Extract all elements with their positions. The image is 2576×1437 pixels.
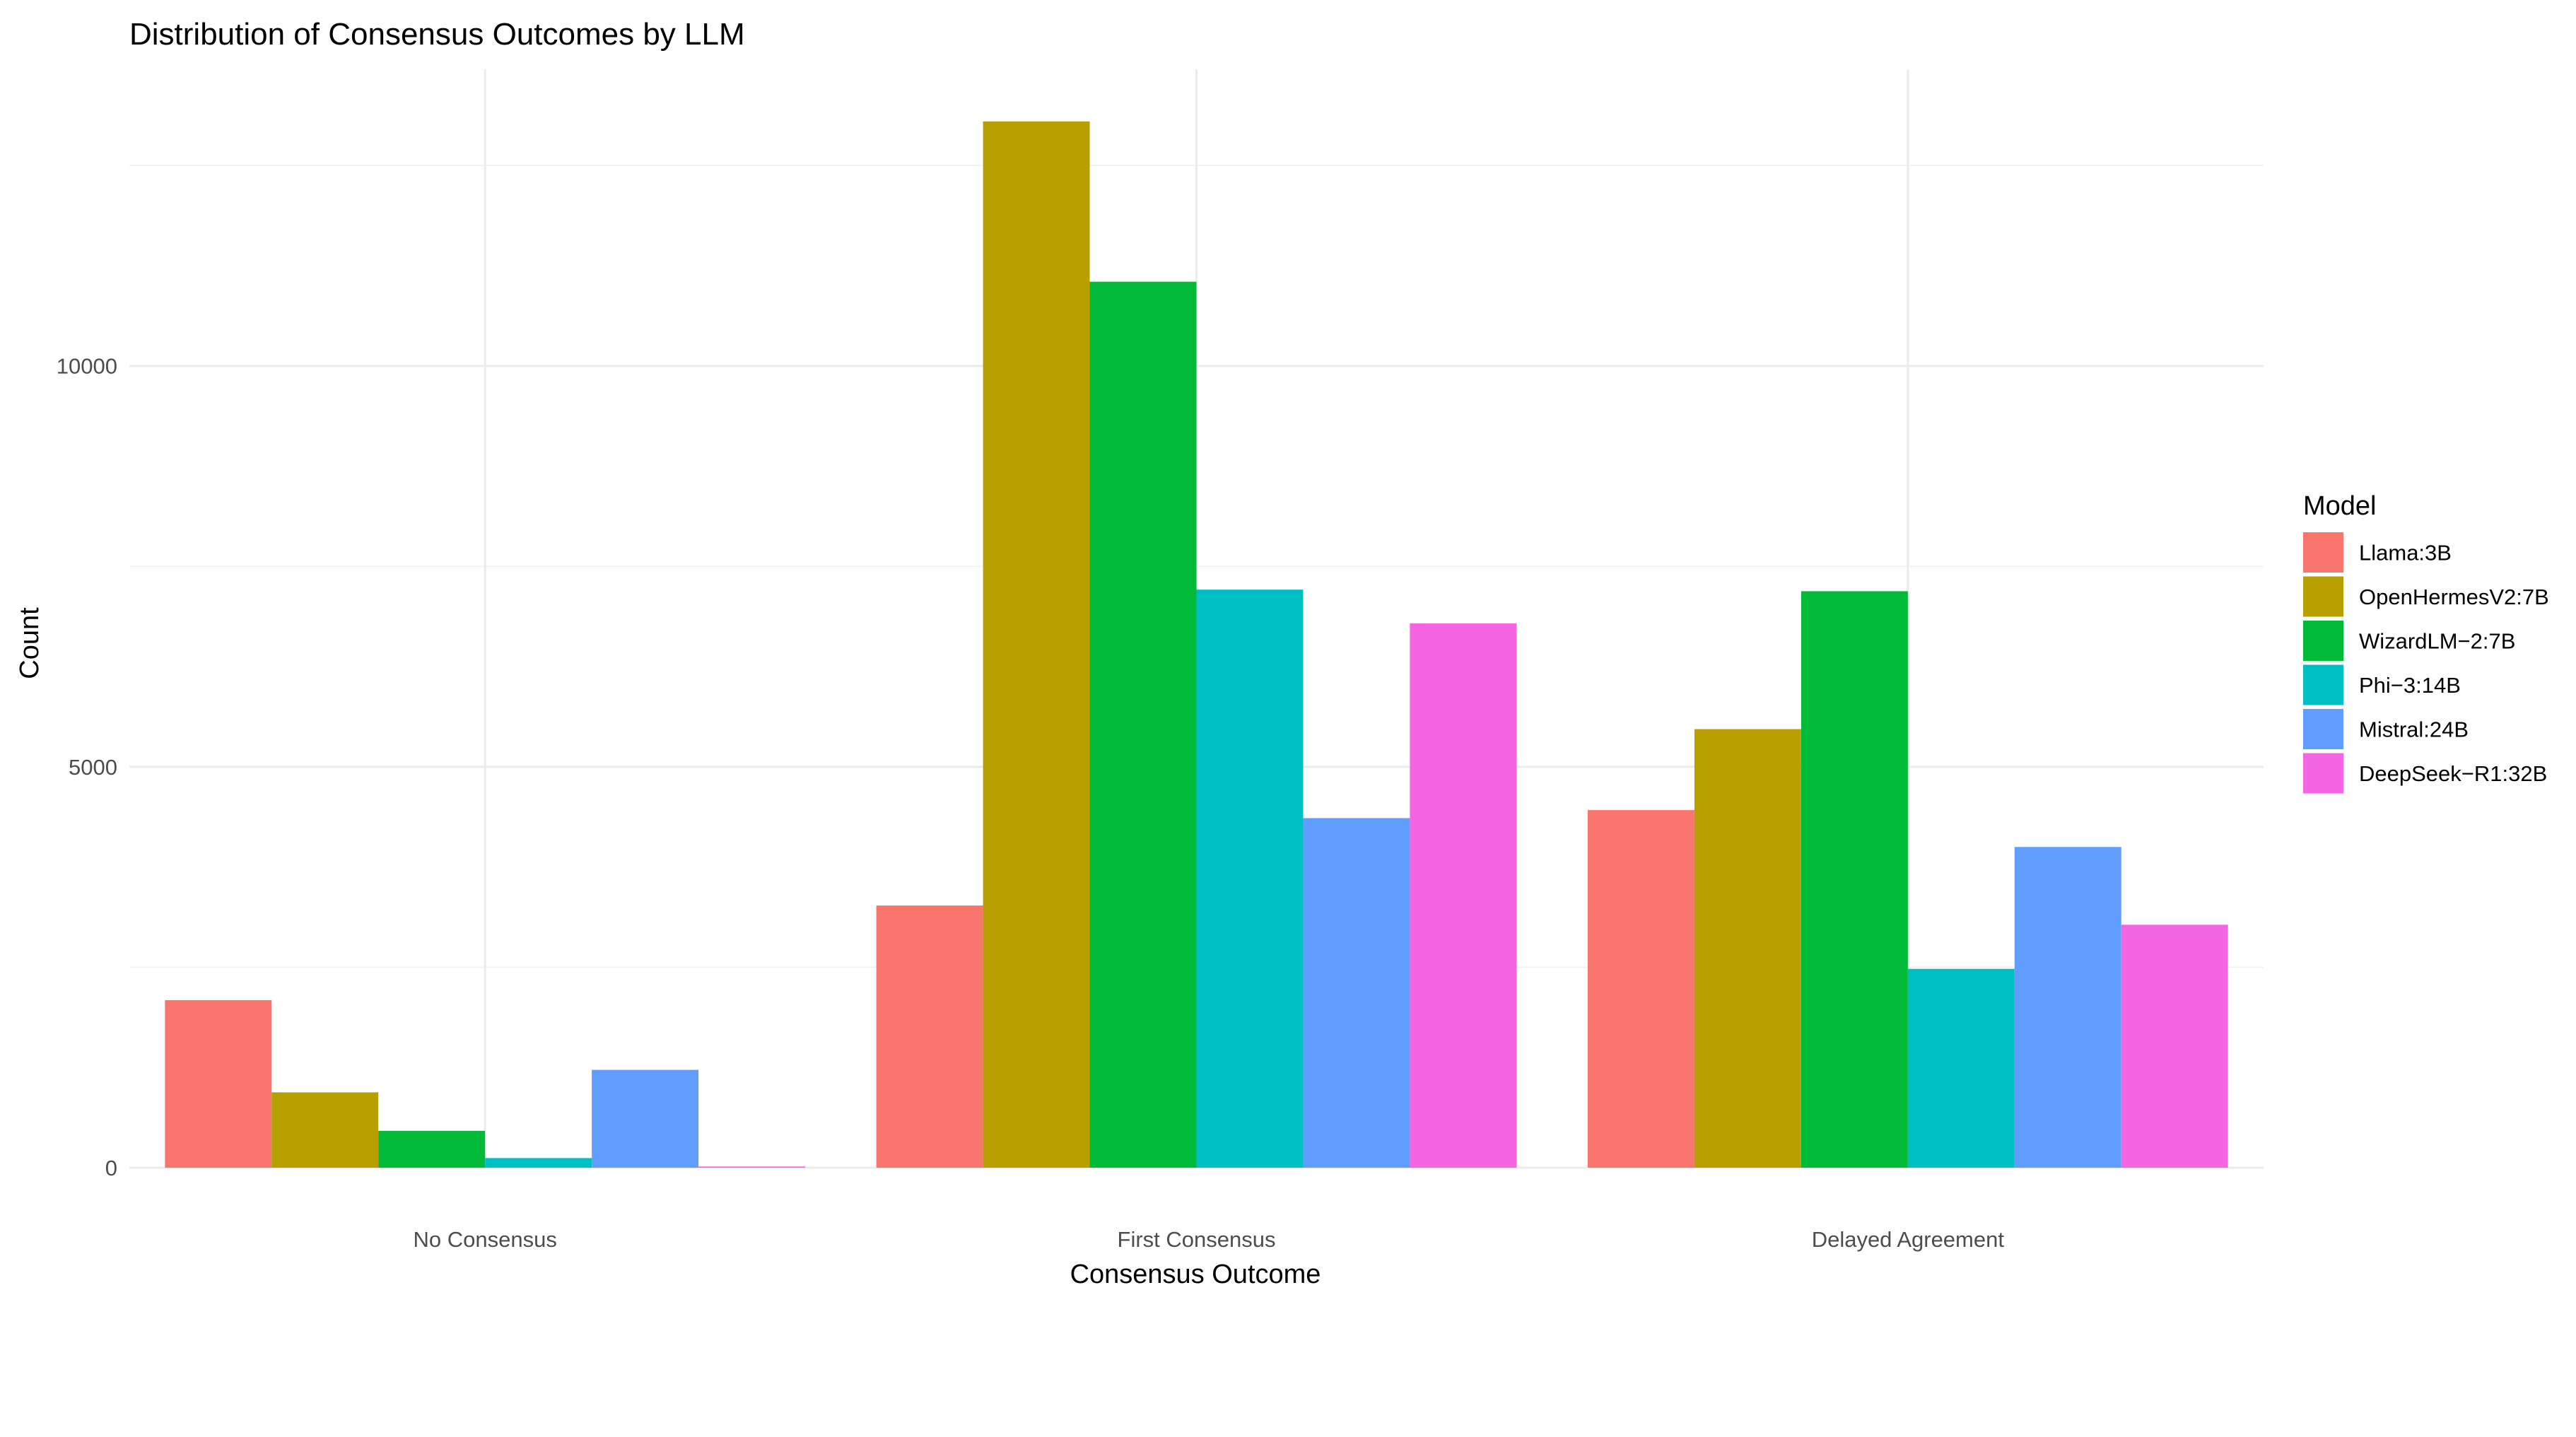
bar bbox=[1410, 623, 1517, 1168]
y-tick-label: 10000 bbox=[57, 354, 117, 379]
x-tick-label: Delayed Agreement bbox=[1812, 1227, 2005, 1252]
bar bbox=[378, 1130, 486, 1168]
legend-swatch bbox=[2303, 621, 2343, 661]
bar bbox=[1587, 810, 1694, 1168]
legend-swatch bbox=[2303, 532, 2343, 573]
legend-item: OpenHermesV2:7B bbox=[2303, 576, 2549, 617]
x-axis-ticks: No Consensus First Consensus Delayed Agree… bbox=[413, 1227, 2004, 1252]
bar bbox=[698, 1166, 806, 1168]
x-axis-title: Consensus Outcome bbox=[1070, 1260, 1321, 1289]
legend-items: Llama:3B OpenHermesV2:7B WizardLM−2:7B Phi−… bbox=[2303, 532, 2549, 794]
x-tick-label: No Consensus bbox=[413, 1227, 556, 1252]
bar bbox=[2014, 847, 2121, 1168]
y-tick-label: 5000 bbox=[69, 755, 117, 780]
y-axis-ticks: 0 5000 10000 bbox=[57, 354, 117, 1180]
legend-item: Llama:3B bbox=[2303, 532, 2452, 573]
legend-item: Phi−3:14B bbox=[2303, 664, 2461, 705]
legend-title: Model bbox=[2303, 491, 2377, 521]
bar bbox=[1907, 968, 2015, 1168]
bar bbox=[485, 1158, 592, 1168]
bar bbox=[1089, 281, 1197, 1168]
bar bbox=[1801, 591, 1908, 1168]
legend-swatch bbox=[2303, 664, 2343, 705]
bar bbox=[1694, 729, 1801, 1168]
bar bbox=[876, 905, 983, 1168]
chart-title: Distribution of Consensus Outcomes by LL… bbox=[129, 17, 745, 52]
bar bbox=[165, 999, 272, 1168]
legend-label: OpenHermesV2:7B bbox=[2359, 585, 2549, 609]
bar bbox=[1303, 818, 1410, 1168]
bar bbox=[271, 1092, 379, 1168]
legend-item: WizardLM−2:7B bbox=[2303, 621, 2515, 661]
legend-label: Mistral:24B bbox=[2359, 717, 2469, 742]
y-tick-label: 0 bbox=[105, 1156, 117, 1180]
legend-label: WizardLM−2:7B bbox=[2359, 629, 2515, 654]
legend-label: DeepSeek−R1:32B bbox=[2359, 761, 2547, 786]
bar bbox=[2121, 925, 2228, 1168]
legend-label: Phi−3:14B bbox=[2359, 673, 2461, 698]
legend-item: Mistral:24B bbox=[2303, 709, 2469, 749]
y-axis-title: Count bbox=[15, 607, 45, 679]
legend-label: Llama:3B bbox=[2359, 541, 2452, 565]
legend-swatch bbox=[2303, 753, 2343, 794]
bars bbox=[165, 121, 2228, 1168]
bar bbox=[592, 1069, 699, 1168]
legend-item: DeepSeek−R1:32B bbox=[2303, 753, 2547, 794]
legend: Model Llama:3B OpenHermesV2:7B WizardLM−2:… bbox=[2303, 491, 2549, 794]
legend-swatch bbox=[2303, 576, 2343, 617]
bar bbox=[983, 121, 1090, 1168]
bar bbox=[1196, 590, 1304, 1168]
x-tick-label: First Consensus bbox=[1118, 1227, 1276, 1252]
legend-swatch bbox=[2303, 709, 2343, 749]
